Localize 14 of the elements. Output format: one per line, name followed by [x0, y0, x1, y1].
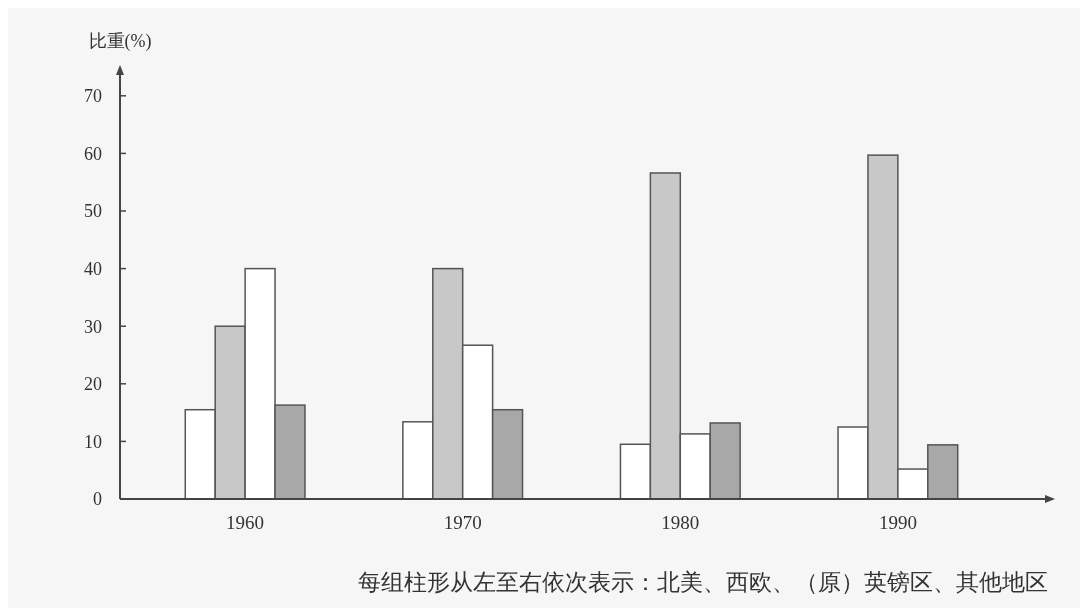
text: 每组柱形从左至右依次表示：北美、西欧、（原）英镑区、其他地区 [358, 569, 1048, 595]
x-tick-label: 1990 [878, 512, 917, 533]
y-tick-label: 40 [84, 258, 102, 279]
y-tick-label: 70 [84, 86, 102, 107]
y-tick-label: 60 [84, 143, 102, 164]
y-tick-label: 0 [93, 489, 102, 510]
y-tick-label: 50 [84, 201, 102, 222]
y-tick-label: 20 [84, 374, 102, 395]
x-tick-label: 1960 [226, 512, 265, 533]
y-tick-label: 30 [84, 316, 102, 337]
y-axis-title: 比重(%) [88, 31, 152, 52]
x-tick-label: 1970 [443, 512, 482, 533]
y-tick-label: 10 [84, 431, 102, 452]
x-tick-label: 1980 [661, 512, 700, 533]
